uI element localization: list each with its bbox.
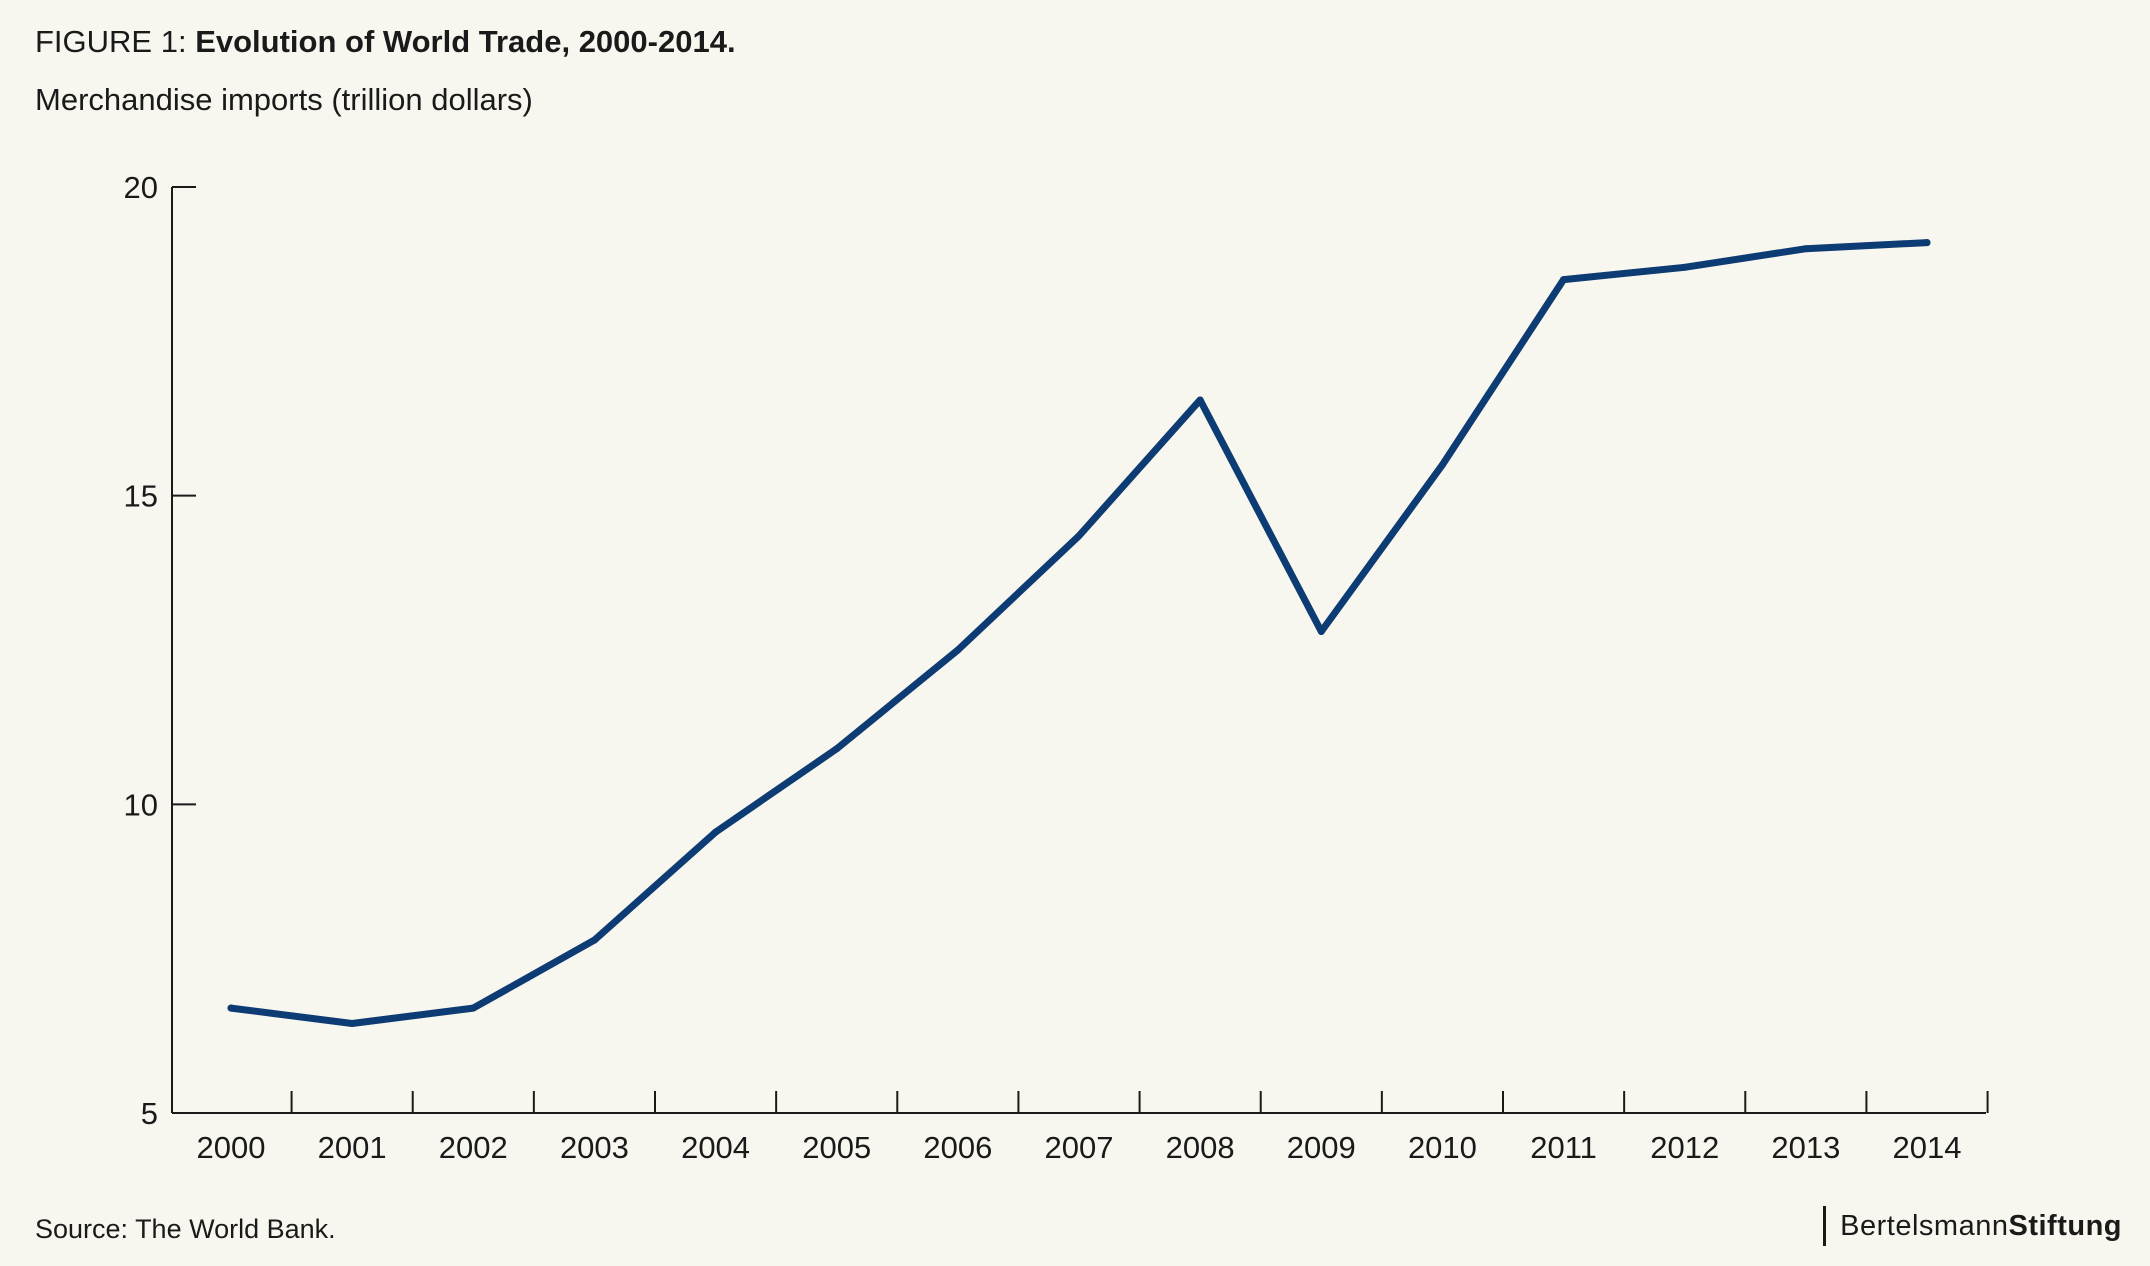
data-point-2004 [712,828,720,836]
y-axis-ticks: 5 10 15 20 [124,170,196,1131]
x-tick-label: 2002 [439,1130,508,1165]
figure-title-prefix: FIGURE 1: [35,24,196,59]
brand-bar [1823,1206,1827,1246]
brand-logo: Bertelsmann Stiftung [1823,1206,2122,1246]
chart-axes [171,187,1986,1114]
chart-series [227,239,1931,1027]
series-line-merchandise-imports [227,239,1931,1027]
y-tick-label: 15 [124,479,158,514]
data-point-2014 [1923,239,1931,247]
y-tick-label: 20 [124,170,158,205]
data-point-2003 [590,936,598,944]
x-tick-label: 2012 [1650,1130,1719,1165]
x-tick-label: 2008 [1166,1130,1235,1165]
x-tick-label: 2000 [197,1130,266,1165]
source-note: Source: The World Bank. [35,1214,336,1244]
data-point-2001 [348,1019,356,1027]
data-point-2010 [1438,461,1446,469]
x-tick-label: 2003 [560,1130,629,1165]
data-point-2000 [227,1004,235,1012]
data-point-2002 [469,1004,477,1012]
brand-name-bold: Stiftung [2008,1209,2122,1242]
chart-subtitle: Merchandise imports (trillion dollars) [35,82,533,117]
x-tick-label: 2006 [923,1130,992,1165]
data-point-2012 [1681,263,1689,271]
x-tick-label: 2009 [1287,1130,1356,1165]
y-tick-label: 10 [124,787,158,822]
x-tick-label: 2007 [1045,1130,1114,1165]
data-point-2009 [1317,627,1325,635]
x-tick-label: 2005 [802,1130,871,1165]
x-tick-label: 2014 [1893,1130,1962,1165]
x-tick-label: 2004 [681,1130,750,1165]
brand-name-light: Bertelsmann [1840,1209,2009,1242]
x-tick-label: 2010 [1408,1130,1477,1165]
data-point-2007 [1075,532,1083,540]
data-point-2013 [1802,245,1810,253]
figure-title: FIGURE 1: Evolution of World Trade, 2000… [35,22,736,62]
data-point-2006 [954,646,962,654]
x-tick-label: 2013 [1771,1130,1840,1165]
data-point-2005 [833,745,841,753]
figure-title-main: Evolution of World Trade, 2000-2014. [195,24,736,59]
x-tick-label: 2011 [1530,1130,1597,1165]
x-tick-label: 2001 [318,1130,387,1165]
x-axis-ticks: 2000 2001 2002 2003 2004 2005 2006 2007 2008 2009… [197,1091,1989,1165]
data-point-2011 [1560,276,1568,284]
data-point-2008 [1196,396,1204,404]
y-tick-label: 5 [141,1096,158,1131]
